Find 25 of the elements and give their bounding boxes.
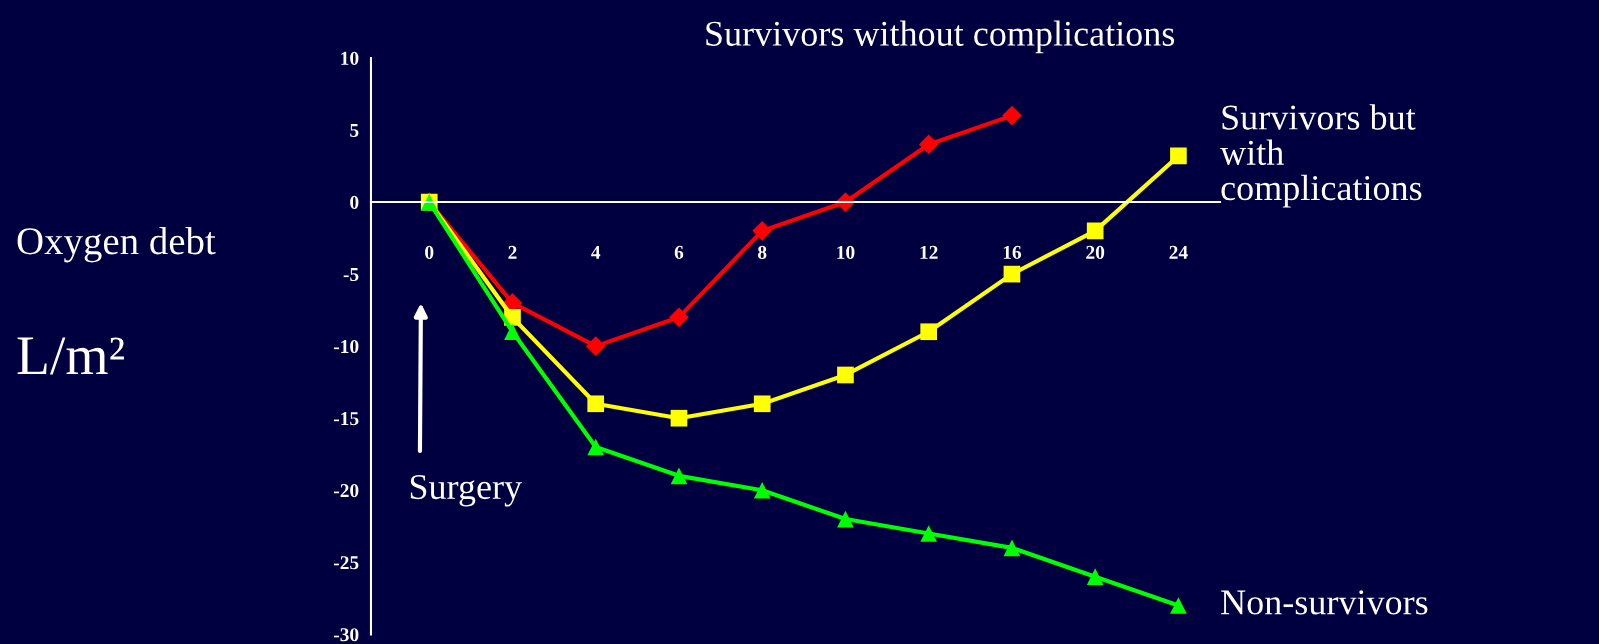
y-tick-label: -10	[333, 339, 359, 354]
x-tick-label: 24	[1169, 245, 1188, 259]
x-tick-label: 6	[674, 245, 684, 259]
y-tick-label: -20	[333, 484, 359, 498]
x-tick-label: 10	[837, 245, 855, 259]
x-tick-label: 8	[757, 245, 767, 259]
x-tick-label: 16	[1003, 245, 1022, 259]
y-axis-title: Oxygen debt	[17, 227, 216, 263]
y-tick-label: -25	[333, 556, 359, 570]
y-tick-label: -30	[333, 628, 359, 642]
x-tick-label: 12	[920, 245, 938, 259]
x-tick-label: 0	[425, 245, 434, 259]
y-tick-label: 5	[350, 124, 359, 137]
series-label: Non-survivors	[1221, 590, 1428, 615]
x-tick-label: 20	[1086, 245, 1105, 259]
y-tick-label: 10	[341, 51, 359, 65]
y-tick-label: -15	[333, 412, 359, 426]
text: L/m²	[17, 337, 124, 375]
series-label: Survivors but with complications	[1220, 104, 1422, 208]
y-tick-label: 0	[350, 195, 359, 209]
text: Survivors without complications	[706, 20, 1175, 54]
x-tick-label: 2	[508, 245, 517, 259]
x-tick-label: 4	[591, 245, 601, 259]
y-tick-label: -5	[343, 268, 359, 282]
annotation: Surgery	[410, 474, 522, 507]
